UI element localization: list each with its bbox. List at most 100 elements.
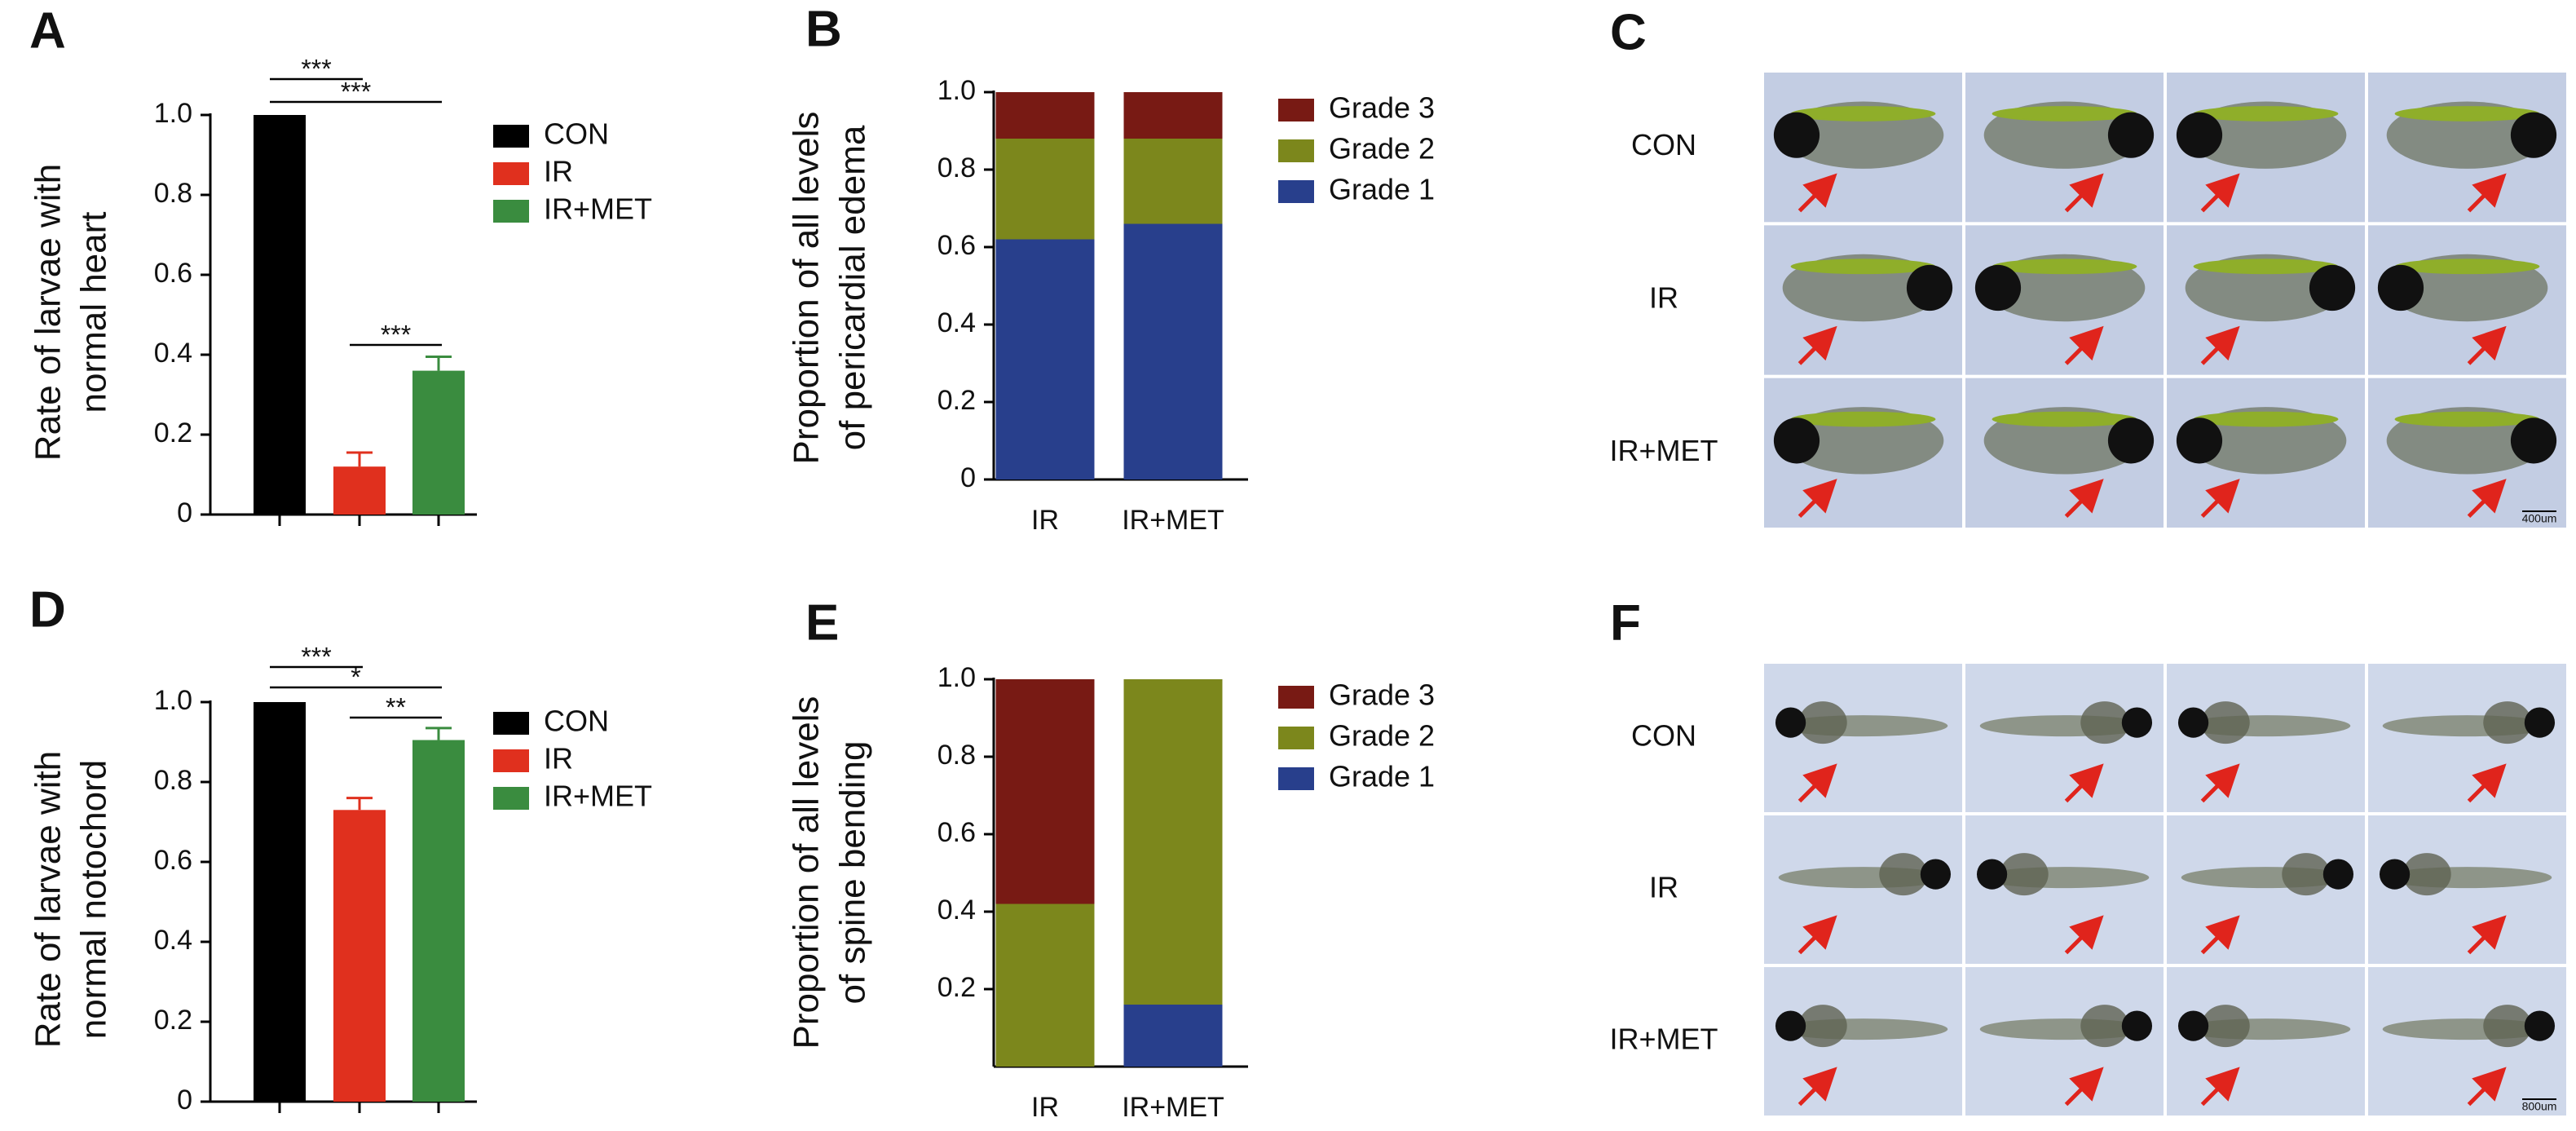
red-arrow bbox=[2467, 763, 2507, 803]
larva-eye bbox=[2177, 707, 2209, 738]
micrograph-cell bbox=[1764, 967, 1962, 1116]
larva-eye bbox=[1974, 264, 2022, 311]
y-tick-label: 1.0 bbox=[154, 685, 192, 716]
red-arrow bbox=[1797, 173, 1837, 213]
red-arrow bbox=[1797, 479, 1837, 519]
legend-label: IR+MET bbox=[544, 192, 652, 226]
y-axis-label: normal notochord bbox=[74, 760, 114, 1039]
image-panel: CON IR IR+MET 800um bbox=[1609, 664, 2566, 1116]
y-tick-label: 1.0 bbox=[154, 98, 192, 129]
panel-letter: C bbox=[1610, 4, 1647, 60]
y-tick-label: 0.4 bbox=[154, 925, 192, 956]
larva-eye bbox=[1773, 417, 1820, 464]
x-tick-label: IR+MET bbox=[1122, 505, 1224, 536]
row-label: IR bbox=[1649, 871, 1678, 904]
micrograph-cell bbox=[1965, 815, 2164, 964]
bar bbox=[412, 370, 465, 515]
legend-swatch bbox=[493, 712, 529, 735]
legend-swatch bbox=[1278, 99, 1314, 121]
larva-stripe bbox=[2394, 411, 2540, 427]
chart: Proportion of all levels of pericardial e… bbox=[787, 75, 1435, 536]
red-arrow bbox=[2200, 173, 2240, 213]
y-axis-label: Proportion of all levels bbox=[787, 112, 827, 465]
legend-label: IR bbox=[544, 155, 573, 188]
image-panel: CON IR IR+MET 400um bbox=[1609, 73, 2566, 528]
x-tick-label: IR+MET bbox=[1122, 1092, 1224, 1123]
legend-swatch bbox=[1278, 727, 1314, 749]
y-tick-label: 0.2 bbox=[937, 972, 976, 1003]
significance-label: *** bbox=[381, 320, 411, 349]
larva-eye bbox=[2510, 112, 2557, 158]
legend-label: Grade 2 bbox=[1329, 719, 1435, 753]
y-tick-label: 1.0 bbox=[937, 662, 976, 693]
larva-yolk bbox=[2483, 701, 2532, 744]
row-label: IR+MET bbox=[1609, 434, 1718, 467]
panel-letter: F bbox=[1610, 594, 1641, 651]
panel-letter: E bbox=[805, 594, 839, 651]
significance-label: ** bbox=[386, 692, 406, 722]
y-tick-label: 0.4 bbox=[937, 307, 976, 338]
larva-yolk bbox=[2201, 1005, 2250, 1048]
larva-eye bbox=[2377, 264, 2424, 311]
larva-eye bbox=[2107, 417, 2155, 464]
micrograph-cell bbox=[2167, 815, 2365, 964]
red-arrow bbox=[2200, 915, 2240, 955]
red-arrow bbox=[2200, 1067, 2240, 1107]
larva-eye bbox=[2524, 1010, 2556, 1041]
y-tick-label: 0.2 bbox=[154, 417, 192, 448]
y-tick-label: 1.0 bbox=[937, 75, 976, 106]
bar bbox=[254, 115, 306, 515]
larva-eye bbox=[1920, 859, 1952, 890]
bar-segment bbox=[995, 679, 1095, 904]
error-bar bbox=[426, 727, 452, 740]
red-arrow bbox=[2467, 325, 2507, 365]
bar-segment bbox=[1123, 223, 1223, 479]
significance-label: *** bbox=[301, 642, 331, 671]
significance-label: *** bbox=[301, 54, 331, 83]
larva-eye bbox=[2177, 1010, 2209, 1041]
larva-eye bbox=[2524, 707, 2556, 738]
y-tick-label: 0.8 bbox=[937, 740, 976, 771]
larva-eye bbox=[1775, 707, 1806, 738]
significance-label: * bbox=[351, 662, 360, 691]
larva-yolk bbox=[1798, 1005, 1847, 1048]
red-arrow bbox=[2064, 915, 2104, 955]
legend-swatch bbox=[493, 125, 529, 148]
significance-label: *** bbox=[341, 77, 371, 106]
bar-segment bbox=[1123, 92, 1223, 139]
chart: Proportion of all levels of spine bending… bbox=[787, 662, 1435, 1123]
legend-label: Grade 3 bbox=[1329, 91, 1435, 125]
y-tick-label: 0.4 bbox=[154, 338, 192, 369]
bar-segment bbox=[995, 92, 1095, 139]
red-arrow bbox=[1797, 915, 1837, 955]
micrograph-cell bbox=[2368, 664, 2566, 812]
larva-stripe bbox=[1790, 106, 1936, 121]
red-arrow bbox=[2064, 479, 2104, 519]
larva-yolk bbox=[2080, 1005, 2129, 1048]
micrograph-cell bbox=[2368, 815, 2566, 964]
micrograph-cell bbox=[2368, 967, 2566, 1116]
y-tick-label: 0.2 bbox=[937, 385, 976, 416]
chart: Rate of larvae with normal notochord 0 0.2 0… bbox=[29, 642, 652, 1116]
larva-stripe bbox=[2193, 258, 2339, 275]
larva-yolk bbox=[2201, 701, 2250, 744]
larva-stripe bbox=[1790, 258, 1936, 275]
larva-yolk bbox=[1879, 853, 1928, 896]
red-arrow bbox=[2467, 479, 2507, 519]
y-axis-label: normal heart bbox=[74, 211, 114, 413]
bar bbox=[254, 702, 306, 1102]
larva-yolk bbox=[2000, 853, 2049, 896]
larva-stripe bbox=[2394, 258, 2540, 275]
red-arrow bbox=[2467, 915, 2507, 955]
row-label: CON bbox=[1631, 719, 1696, 753]
legend-swatch bbox=[1278, 139, 1314, 162]
larva-stripe bbox=[2394, 106, 2540, 121]
bar bbox=[412, 740, 465, 1102]
bar-segment bbox=[1123, 1005, 1223, 1067]
legend-swatch bbox=[493, 200, 529, 223]
larva-eye bbox=[2510, 417, 2557, 464]
bar-segment bbox=[995, 239, 1095, 479]
legend-label: CON bbox=[544, 117, 609, 151]
larva-eye bbox=[2107, 112, 2155, 158]
y-tick-label: 0.2 bbox=[154, 1005, 192, 1036]
